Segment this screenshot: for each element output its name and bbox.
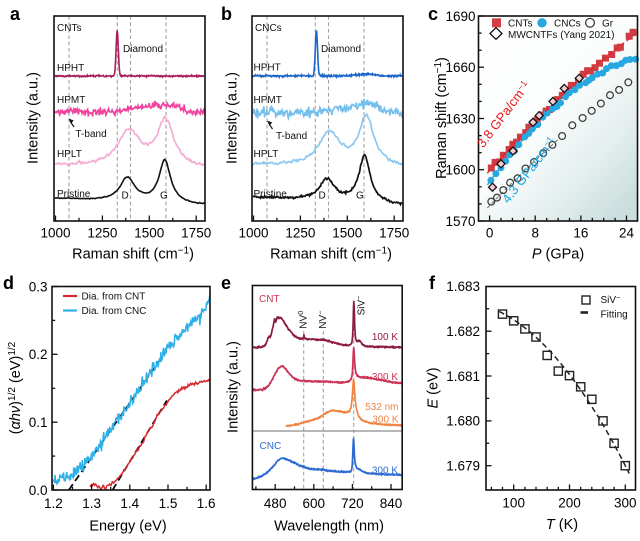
svg-text:D: D	[319, 191, 326, 202]
svg-text:480: 480	[264, 496, 287, 511]
svg-text:d: d	[3, 273, 14, 293]
svg-text:HPLT: HPLT	[254, 149, 279, 160]
svg-text:Energy (eV): Energy (eV)	[89, 519, 166, 535]
svg-text:1660: 1660	[445, 60, 475, 75]
svg-text:e: e	[221, 273, 231, 293]
svg-text:1000: 1000	[238, 226, 268, 241]
svg-text:300: 300	[614, 496, 637, 511]
svg-text:0.3: 0.3	[29, 279, 48, 294]
svg-text:CNC: CNC	[260, 441, 282, 452]
svg-text:300 K: 300 K	[372, 466, 398, 477]
svg-text:CNTs: CNTs	[57, 23, 81, 34]
svg-text:G: G	[160, 191, 168, 202]
svg-text:1750: 1750	[181, 226, 211, 241]
svg-text:(αhν)1/2 (eV)1/2: (αhν)1/2 (eV)1/2	[7, 341, 24, 434]
svg-text:a: a	[10, 4, 21, 24]
svg-text:1.682: 1.682	[446, 324, 480, 339]
svg-text:100 K: 100 K	[372, 332, 398, 343]
svg-text:1.679: 1.679	[446, 459, 480, 474]
svg-text:1.2: 1.2	[44, 496, 63, 511]
svg-text:Gr: Gr	[602, 19, 614, 30]
svg-text:Intensity (a.u.): Intensity (a.u.)	[225, 72, 241, 164]
svg-text:Pristine: Pristine	[57, 189, 91, 200]
svg-text:1570: 1570	[445, 214, 475, 229]
svg-text:T (K): T (K)	[546, 517, 578, 533]
svg-text:1000: 1000	[40, 226, 70, 241]
svg-text:Dia. from CNT: Dia. from CNT	[82, 292, 146, 303]
svg-text:1.6: 1.6	[197, 496, 216, 511]
svg-text:24: 24	[619, 226, 635, 241]
svg-text:P (GPa): P (GPa)	[532, 247, 584, 263]
svg-text:0.2: 0.2	[29, 347, 48, 362]
svg-text:1.680: 1.680	[446, 414, 480, 429]
svg-text:Fitting: Fitting	[601, 310, 628, 321]
svg-text:1750: 1750	[379, 226, 409, 241]
svg-text:NV0: NV0	[296, 311, 310, 329]
svg-text:200: 200	[558, 496, 581, 511]
svg-text:0: 0	[486, 226, 494, 241]
svg-text:840: 840	[380, 496, 403, 511]
svg-text:D: D	[122, 191, 129, 202]
svg-text:1250: 1250	[87, 226, 117, 241]
svg-text:CNCs: CNCs	[554, 19, 581, 30]
svg-text:1690: 1690	[445, 9, 475, 24]
svg-text:0.1: 0.1	[29, 415, 48, 430]
svg-text:b: b	[221, 4, 232, 24]
svg-text:CNT: CNT	[259, 294, 280, 305]
svg-text:1500: 1500	[332, 226, 362, 241]
svg-text:Pristine: Pristine	[254, 189, 288, 200]
svg-text:Diamond: Diamond	[321, 44, 361, 55]
svg-text:c: c	[428, 4, 438, 24]
svg-text:Raman shift (cm−1): Raman shift (cm−1)	[72, 246, 194, 263]
svg-text:0.0: 0.0	[29, 483, 48, 498]
svg-text:Dia. from CNC: Dia. from CNC	[82, 306, 147, 317]
svg-text:1600: 1600	[445, 163, 475, 178]
svg-text:1.683: 1.683	[446, 279, 480, 294]
svg-text:1250: 1250	[285, 226, 315, 241]
svg-text:CNCs: CNCs	[255, 23, 282, 34]
svg-text:Intensity (a.u.): Intensity (a.u.)	[226, 341, 242, 433]
svg-text:720: 720	[341, 496, 364, 511]
svg-text:T-band: T-band	[276, 131, 307, 142]
svg-text:532 nm: 532 nm	[365, 402, 398, 413]
svg-text:HPHT: HPHT	[57, 63, 84, 74]
svg-text:300 K: 300 K	[372, 415, 398, 426]
svg-text:E (eV): E (eV)	[426, 367, 442, 408]
svg-text:G: G	[356, 191, 364, 202]
svg-text:100: 100	[502, 496, 525, 511]
svg-text:300 K: 300 K	[372, 372, 398, 383]
svg-text:Raman shift (cm−1): Raman shift (cm−1)	[433, 57, 450, 179]
svg-text:CNTs: CNTs	[508, 19, 532, 30]
svg-text:600: 600	[303, 496, 326, 511]
svg-text:HPMT: HPMT	[254, 95, 282, 106]
svg-text:SiV−: SiV−	[354, 295, 368, 316]
svg-text:SiV−: SiV−	[601, 293, 622, 306]
svg-text:8: 8	[531, 226, 539, 241]
svg-text:1.681: 1.681	[446, 369, 480, 384]
svg-text:HPHT: HPHT	[254, 63, 281, 74]
svg-text:1.3: 1.3	[82, 496, 101, 511]
svg-text:1630: 1630	[445, 111, 475, 126]
svg-text:T-band: T-band	[76, 129, 107, 140]
svg-text:f: f	[429, 273, 436, 293]
svg-text:1500: 1500	[134, 226, 164, 241]
svg-text:HPMT: HPMT	[57, 95, 85, 106]
svg-text:16: 16	[573, 226, 588, 241]
svg-text:1.4: 1.4	[120, 496, 139, 511]
svg-text:Raman shift (cm−1): Raman shift (cm−1)	[270, 246, 392, 263]
svg-text:MWCNTFs (Yang 2021): MWCNTFs (Yang 2021)	[508, 30, 615, 41]
svg-text:Intensity (a.u.): Intensity (a.u.)	[26, 72, 42, 164]
svg-text:Diamond: Diamond	[123, 44, 163, 55]
svg-text:Wavelength (nm): Wavelength (nm)	[274, 519, 384, 535]
svg-text:HPLT: HPLT	[57, 149, 82, 160]
svg-text:1.5: 1.5	[159, 496, 178, 511]
